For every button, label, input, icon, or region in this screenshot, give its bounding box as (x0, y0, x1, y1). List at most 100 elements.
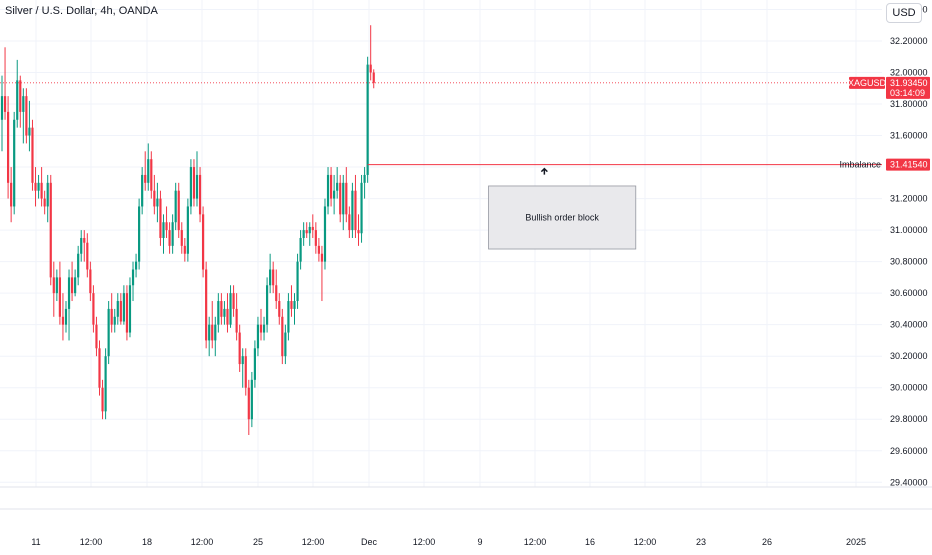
candle-body (198, 174, 202, 215)
candles (0, 25, 375, 435)
candle-body (275, 285, 278, 302)
time-tick-label: 12:00 (413, 537, 436, 547)
candle-body (104, 356, 107, 412)
candle-body (131, 269, 135, 286)
time-tick-label: 12:00 (524, 537, 547, 547)
candle-body (74, 277, 77, 294)
candle-body (220, 301, 223, 317)
time-axis[interactable]: 11 12:00 18 12:00 25 12:00 Dec 12:00 9 12:00 16 12:… (31, 537, 866, 547)
candle-body (28, 127, 31, 136)
symbol-header: Silver / U.S. Dollar, 4h, OANDA (5, 5, 158, 17)
candle-body (122, 293, 125, 322)
candle-body (214, 324, 217, 341)
candle-body (241, 356, 244, 365)
candle-body (144, 174, 147, 183)
candle-body (363, 174, 366, 183)
candle-body (34, 182, 37, 191)
time-tick-label: 25 (253, 537, 263, 547)
candle-body (58, 277, 61, 317)
candle-body (272, 269, 275, 286)
candle-body (284, 332, 287, 357)
candle-body (165, 222, 168, 231)
candle-body (186, 206, 189, 254)
candle-body (95, 324, 98, 349)
imbalance-price-value: 31.41540 (890, 160, 928, 170)
price-tick-label: 30.40000 (890, 320, 928, 330)
candle-body (345, 182, 348, 215)
candle-body (308, 226, 311, 234)
candle-body (128, 285, 132, 333)
price-tick-label: 30.00000 (890, 383, 928, 393)
time-tick-label: 2025 (846, 537, 866, 547)
candle-body (125, 293, 129, 333)
candle-body (250, 379, 253, 420)
candle-body (3, 96, 7, 112)
candle-body (162, 222, 165, 238)
candle-body (77, 253, 80, 278)
candle-body (43, 198, 46, 207)
candle-body (208, 324, 211, 341)
candle-body (320, 253, 324, 262)
candle-body (314, 230, 317, 246)
candle-body (287, 301, 290, 333)
candle-body (342, 182, 345, 215)
price-tick-label: 30.20000 (890, 351, 928, 361)
candle-body (141, 174, 144, 207)
candle-body (171, 222, 174, 246)
candle-body (211, 324, 214, 341)
candle-body (40, 182, 43, 199)
candle-body (110, 308, 113, 325)
candle-body (16, 80, 19, 120)
candle-body (360, 182, 363, 234)
order-block-layer: Bullish order block (488, 185, 637, 250)
candle-body (235, 308, 238, 333)
candle-body (290, 301, 293, 309)
candle-body (265, 285, 269, 325)
price-tick-label: 31.80000 (890, 99, 928, 109)
price-tick-label: 31.20000 (890, 194, 928, 204)
candle-body (348, 214, 351, 231)
candle-body (6, 111, 10, 183)
price-tick-label: 31.00000 (890, 225, 928, 235)
price-tick-label: 30.80000 (890, 257, 928, 267)
candle-body (217, 301, 220, 325)
time-tick-label: 26 (762, 537, 772, 547)
candle-body (357, 230, 360, 234)
candle-body (31, 127, 34, 183)
candle-body (168, 230, 171, 246)
candle-body (180, 230, 183, 246)
time-tick-label: 12:00 (302, 537, 325, 547)
currency-button[interactable]: USD (886, 3, 922, 23)
candle-body (10, 182, 13, 207)
candle-body (202, 214, 205, 270)
time-tick-label: 18 (142, 537, 152, 547)
symbol-tag-label: XAGUSD (848, 78, 887, 88)
candle-body (323, 206, 327, 262)
candle-body (195, 174, 199, 199)
time-tick-label: 16 (585, 537, 595, 547)
candle-body (244, 356, 247, 388)
candle-body (80, 237, 83, 254)
price-tick-label: 32.20000 (890, 36, 928, 46)
candle-body (19, 80, 22, 112)
order-block-box[interactable] (488, 185, 637, 250)
grid (0, 0, 882, 487)
candle-body (329, 174, 333, 199)
candle-body (70, 277, 74, 294)
imbalance-label: Imbalance (839, 160, 881, 170)
candle-body (311, 226, 314, 231)
candle-body (229, 293, 232, 325)
candle-body (86, 242, 89, 270)
price-tick-label: 29.80000 (890, 414, 928, 424)
candle-body (46, 182, 49, 207)
candle-body (192, 167, 196, 199)
price-tags: XAGUSD 31.93450 03:14:09 Imbalance 31.41… (839, 76, 930, 171)
candle-body (119, 301, 122, 322)
candle-body (305, 230, 308, 234)
candle-body (293, 301, 296, 309)
candle-body (189, 167, 193, 207)
candle-body (61, 316, 65, 325)
candle-body (116, 301, 119, 317)
